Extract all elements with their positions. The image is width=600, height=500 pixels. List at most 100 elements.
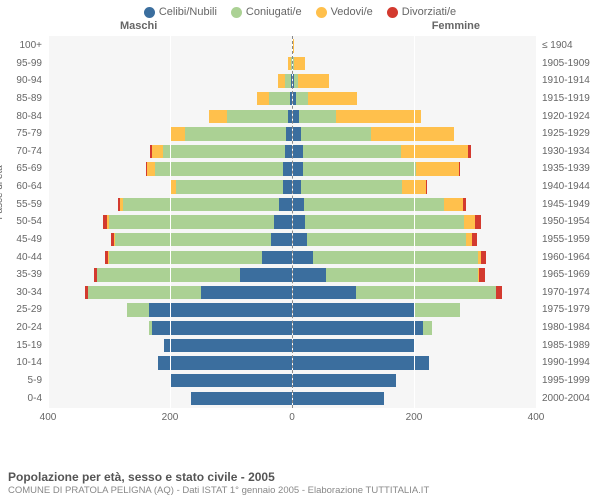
age-label: 45-49: [0, 232, 42, 248]
birth-year-label: 1910-1914: [542, 73, 600, 89]
bar-segment: [269, 92, 290, 106]
bar-male: [105, 251, 292, 265]
bar-segment: [176, 180, 283, 194]
bar-segment: [459, 162, 461, 176]
bar-segment: [313, 251, 478, 265]
bar-female: [292, 110, 421, 124]
x-axis-labels: 4002000200400: [48, 412, 536, 426]
bar-male: [257, 92, 292, 106]
bar-segment: [305, 215, 464, 229]
bar-female: [292, 268, 485, 282]
age-label: 35-39: [0, 267, 42, 283]
bar-segment: [307, 233, 466, 247]
age-label: 10-14: [0, 355, 42, 371]
birth-year-label: 1955-1959: [542, 232, 600, 248]
birth-year-label: 1970-1974: [542, 285, 600, 301]
legend-swatch: [316, 7, 327, 18]
chart-footer: Popolazione per età, sesso e stato civil…: [8, 470, 592, 496]
birth-year-label: 1950-1954: [542, 214, 600, 230]
bar-segment: [304, 198, 444, 212]
bar-female: [292, 57, 305, 71]
legend-label: Coniugati/e: [246, 6, 302, 18]
bar-male: [209, 110, 292, 124]
gridline: [48, 36, 49, 408]
birth-year-label: 2000-2004: [542, 391, 600, 407]
bar-segment: [201, 286, 293, 300]
bar-segment: [401, 145, 468, 159]
bar-segment: [479, 268, 485, 282]
bar-female: [292, 286, 502, 300]
birth-year-label: 1980-1984: [542, 320, 600, 336]
bar-segment: [292, 286, 356, 300]
bar-segment: [371, 127, 453, 141]
bar-segment: [423, 321, 432, 335]
bar-segment: [326, 268, 479, 282]
bar-segment: [292, 356, 429, 370]
age-label: 100+: [0, 38, 42, 54]
bar-segment: [292, 233, 307, 247]
birth-year-label: 1915-1919: [542, 91, 600, 107]
bar-segment: [292, 215, 305, 229]
bar-female: [292, 92, 357, 106]
bar-segment: [147, 162, 154, 176]
bar-segment: [292, 127, 301, 141]
age-label: 60-64: [0, 179, 42, 195]
age-label: 15-19: [0, 338, 42, 354]
legend: Celibi/NubiliConiugati/eVedovi/eDivorzia…: [0, 0, 600, 20]
bar-segment: [475, 215, 481, 229]
bar-segment: [292, 339, 414, 353]
age-label: 30-34: [0, 285, 42, 301]
bar-segment: [472, 233, 477, 247]
bar-male: [146, 162, 292, 176]
plot-area: [48, 36, 536, 408]
bar-female: [292, 162, 460, 176]
chart-title: Popolazione per età, sesso e stato civil…: [8, 470, 592, 484]
bar-female: [292, 74, 329, 88]
age-label: 85-89: [0, 91, 42, 107]
gender-labels: Maschi Femmine: [0, 20, 600, 36]
bar-segment: [308, 92, 357, 106]
bar-segment: [262, 251, 293, 265]
bar-segment: [170, 127, 185, 141]
legend-swatch: [231, 7, 242, 18]
age-label: 50-54: [0, 214, 42, 230]
x-tick-label: 400: [40, 412, 57, 423]
bar-segment: [240, 268, 292, 282]
birth-year-label: 1995-1999: [542, 373, 600, 389]
bar-male: [111, 233, 292, 247]
bar-male: [278, 74, 292, 88]
bar-male: [118, 198, 292, 212]
x-tick-label: 200: [162, 412, 179, 423]
bar-segment: [292, 303, 414, 317]
x-tick-label: 400: [528, 412, 545, 423]
birth-year-label: 1985-1989: [542, 338, 600, 354]
bar-male: [170, 180, 292, 194]
birth-year-label: 1925-1929: [542, 126, 600, 142]
bar-segment: [97, 268, 240, 282]
bar-female: [292, 374, 396, 388]
y-axis-right-labels: 2000-20041995-19991990-19941985-19891980…: [538, 38, 600, 406]
bar-male: [191, 392, 292, 406]
chart-subtitle: COMUNE DI PRATOLA PELIGNA (AQ) - Dati IS…: [8, 485, 592, 496]
bar-male: [127, 303, 292, 317]
bar-segment: [185, 127, 286, 141]
age-label: 0-4: [0, 391, 42, 407]
birth-year-label: 1930-1934: [542, 144, 600, 160]
population-pyramid: Fasce di età Anni di nascita 0-45-910-14…: [0, 36, 600, 436]
bar-segment: [227, 110, 288, 124]
bar-female: [292, 145, 471, 159]
age-label: 20-24: [0, 320, 42, 336]
bar-female: [292, 233, 477, 247]
bar-segment: [274, 215, 292, 229]
age-label: 55-59: [0, 197, 42, 213]
bar-male: [150, 145, 292, 159]
bar-segment: [296, 92, 308, 106]
bar-segment: [292, 374, 396, 388]
bar-segment: [115, 233, 271, 247]
gridline: [170, 36, 171, 408]
bar-male: [170, 127, 292, 141]
bar-segment: [109, 251, 262, 265]
birth-year-label: 1960-1964: [542, 250, 600, 266]
bar-segment: [496, 286, 502, 300]
bar-segment: [283, 180, 292, 194]
